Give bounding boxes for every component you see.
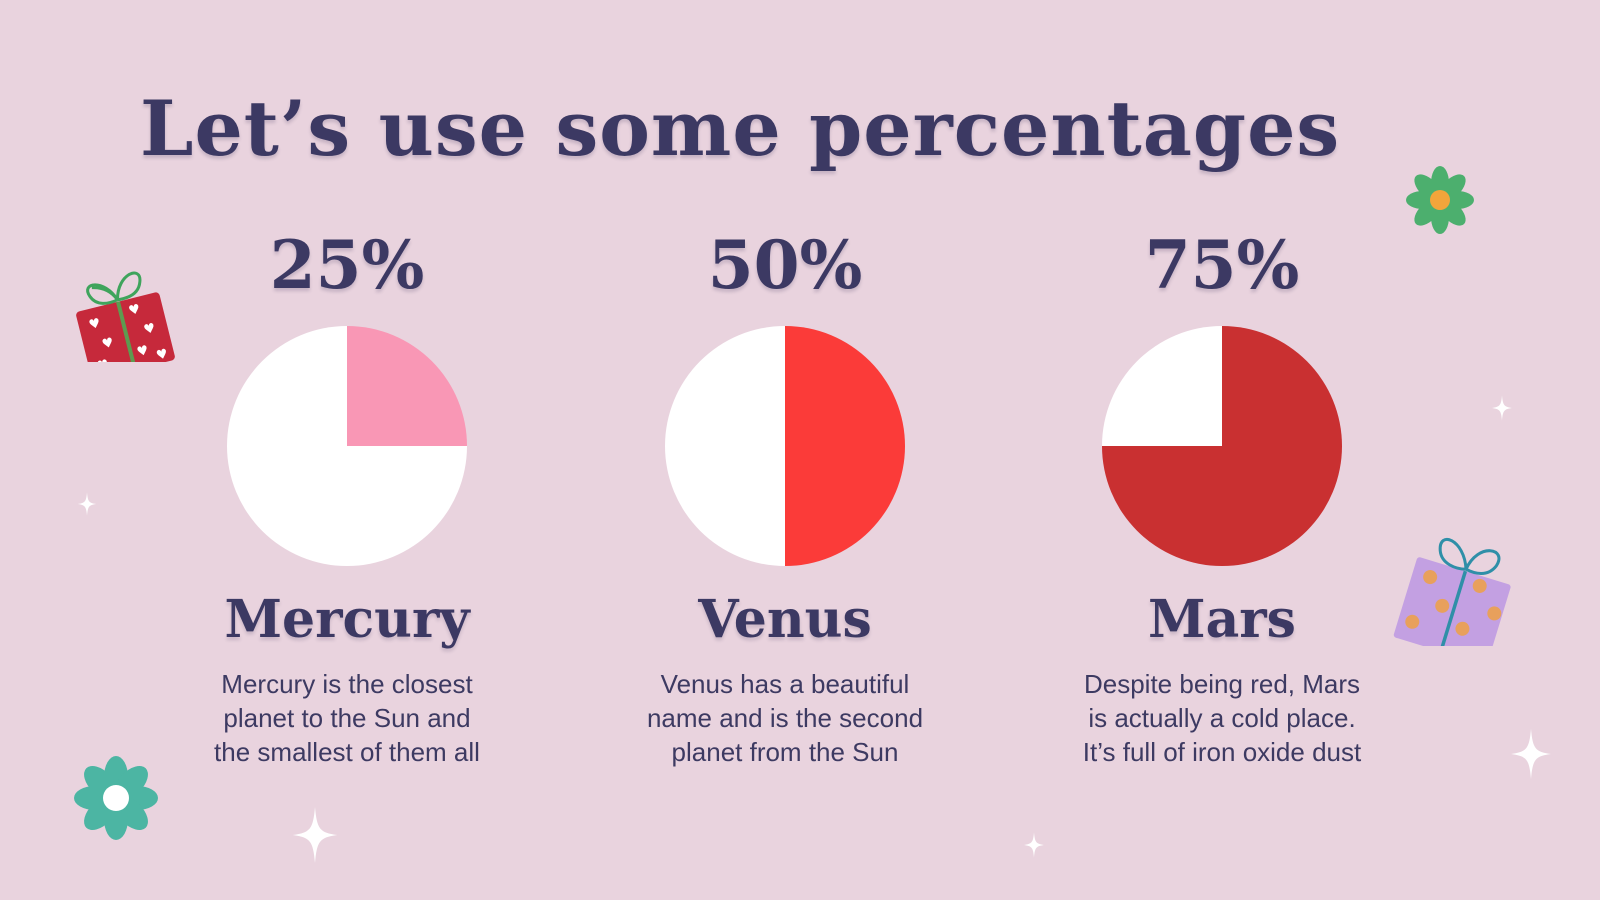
description-line: is actually a cold place. — [1088, 702, 1356, 733]
column-mars: 75% Mars Despite being red, Mars is actu… — [1022, 232, 1422, 769]
description-line: Despite being red, Mars — [1083, 669, 1361, 699]
description-line: Venus has a beautiful — [660, 669, 910, 699]
planet-name-mars: Mars — [1148, 589, 1296, 650]
planet-description-venus: Venus has a beautiful name and is the se… — [585, 668, 985, 769]
gift-bow — [1438, 537, 1501, 575]
percent-label-mars: 75% — [1144, 226, 1300, 304]
sparkle-icon — [1024, 832, 1044, 858]
svg-text:♥: ♥ — [100, 335, 115, 352]
sparkle-icon — [1492, 395, 1512, 421]
description-line: It’s full of iron oxide dust — [1082, 736, 1362, 767]
sparkle-icon — [77, 492, 97, 516]
column-venus: 50% Venus Venus has a beautiful name and… — [585, 232, 985, 769]
svg-text:♥: ♥ — [135, 343, 150, 360]
percent-label-venus: 50% — [707, 226, 863, 304]
teal-flower-icon — [74, 756, 158, 840]
green-flower-icon — [1406, 166, 1474, 234]
description-line: the smallest of them all — [214, 736, 480, 767]
column-mercury: 25% Mercury Mercury is the closest plane… — [147, 232, 547, 769]
planet-name-mercury: Mercury — [224, 589, 470, 650]
pie-chart-mercury — [227, 326, 467, 566]
planet-description-mercury: Mercury is the closest planet to the Sun… — [147, 668, 547, 769]
svg-text:♥: ♥ — [142, 321, 157, 338]
svg-text:♥: ♥ — [155, 346, 170, 362]
description-line: Mercury is the closest — [221, 669, 473, 699]
sparkle-icon — [1511, 728, 1551, 780]
pie-chart-mars — [1102, 326, 1342, 566]
description-line: planet to the Sun and — [223, 702, 471, 733]
svg-text:♥: ♥ — [96, 357, 111, 362]
planet-name-venus: Venus — [698, 589, 872, 650]
sparkle-icon — [292, 806, 338, 864]
svg-text:♥: ♥ — [87, 316, 102, 333]
purple-gift-box-icon — [1393, 537, 1511, 646]
slide-title: Let’s use some percentages — [140, 84, 1341, 173]
svg-text:♥: ♥ — [127, 302, 142, 319]
description-line: name and is the second — [646, 702, 924, 733]
gift-bow — [86, 271, 142, 305]
planet-description-mars: Despite being red, Mars is actually a co… — [1022, 668, 1422, 769]
red-gift-box-icon: ♥ ♥ ♥ ♥ ♥ ♥ ♥ — [76, 271, 175, 362]
percent-label-mercury: 25% — [269, 226, 425, 304]
description-line: planet from the Sun — [671, 736, 899, 767]
pie-chart-venus — [665, 326, 905, 566]
